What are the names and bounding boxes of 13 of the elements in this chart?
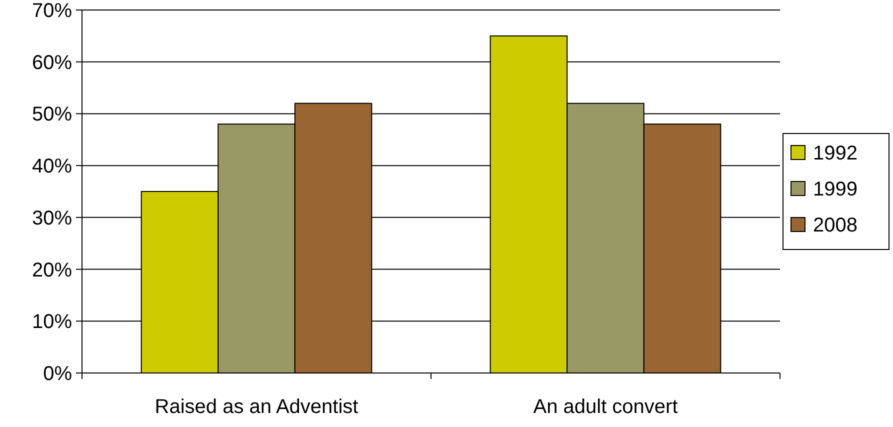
y-tick-label: 20%	[32, 259, 72, 282]
legend-label: 2008	[813, 214, 858, 236]
legend-label: 1999	[813, 178, 858, 200]
x-tick-label: An adult convert	[533, 396, 678, 418]
y-tick-label: 50%	[32, 104, 72, 126]
legend-label: 1992	[813, 142, 858, 164]
y-tick-label: 40%	[32, 156, 72, 178]
y-tick-label: 30%	[32, 207, 72, 230]
x-tick-label: Raised as an Adventist	[154, 396, 359, 418]
y-tick-label: 10%	[32, 311, 72, 334]
y-tick-label: 60%	[32, 52, 72, 74]
y-tick-label: 70%	[32, 0, 72, 22]
y-tick-label: 0%	[43, 363, 72, 385]
